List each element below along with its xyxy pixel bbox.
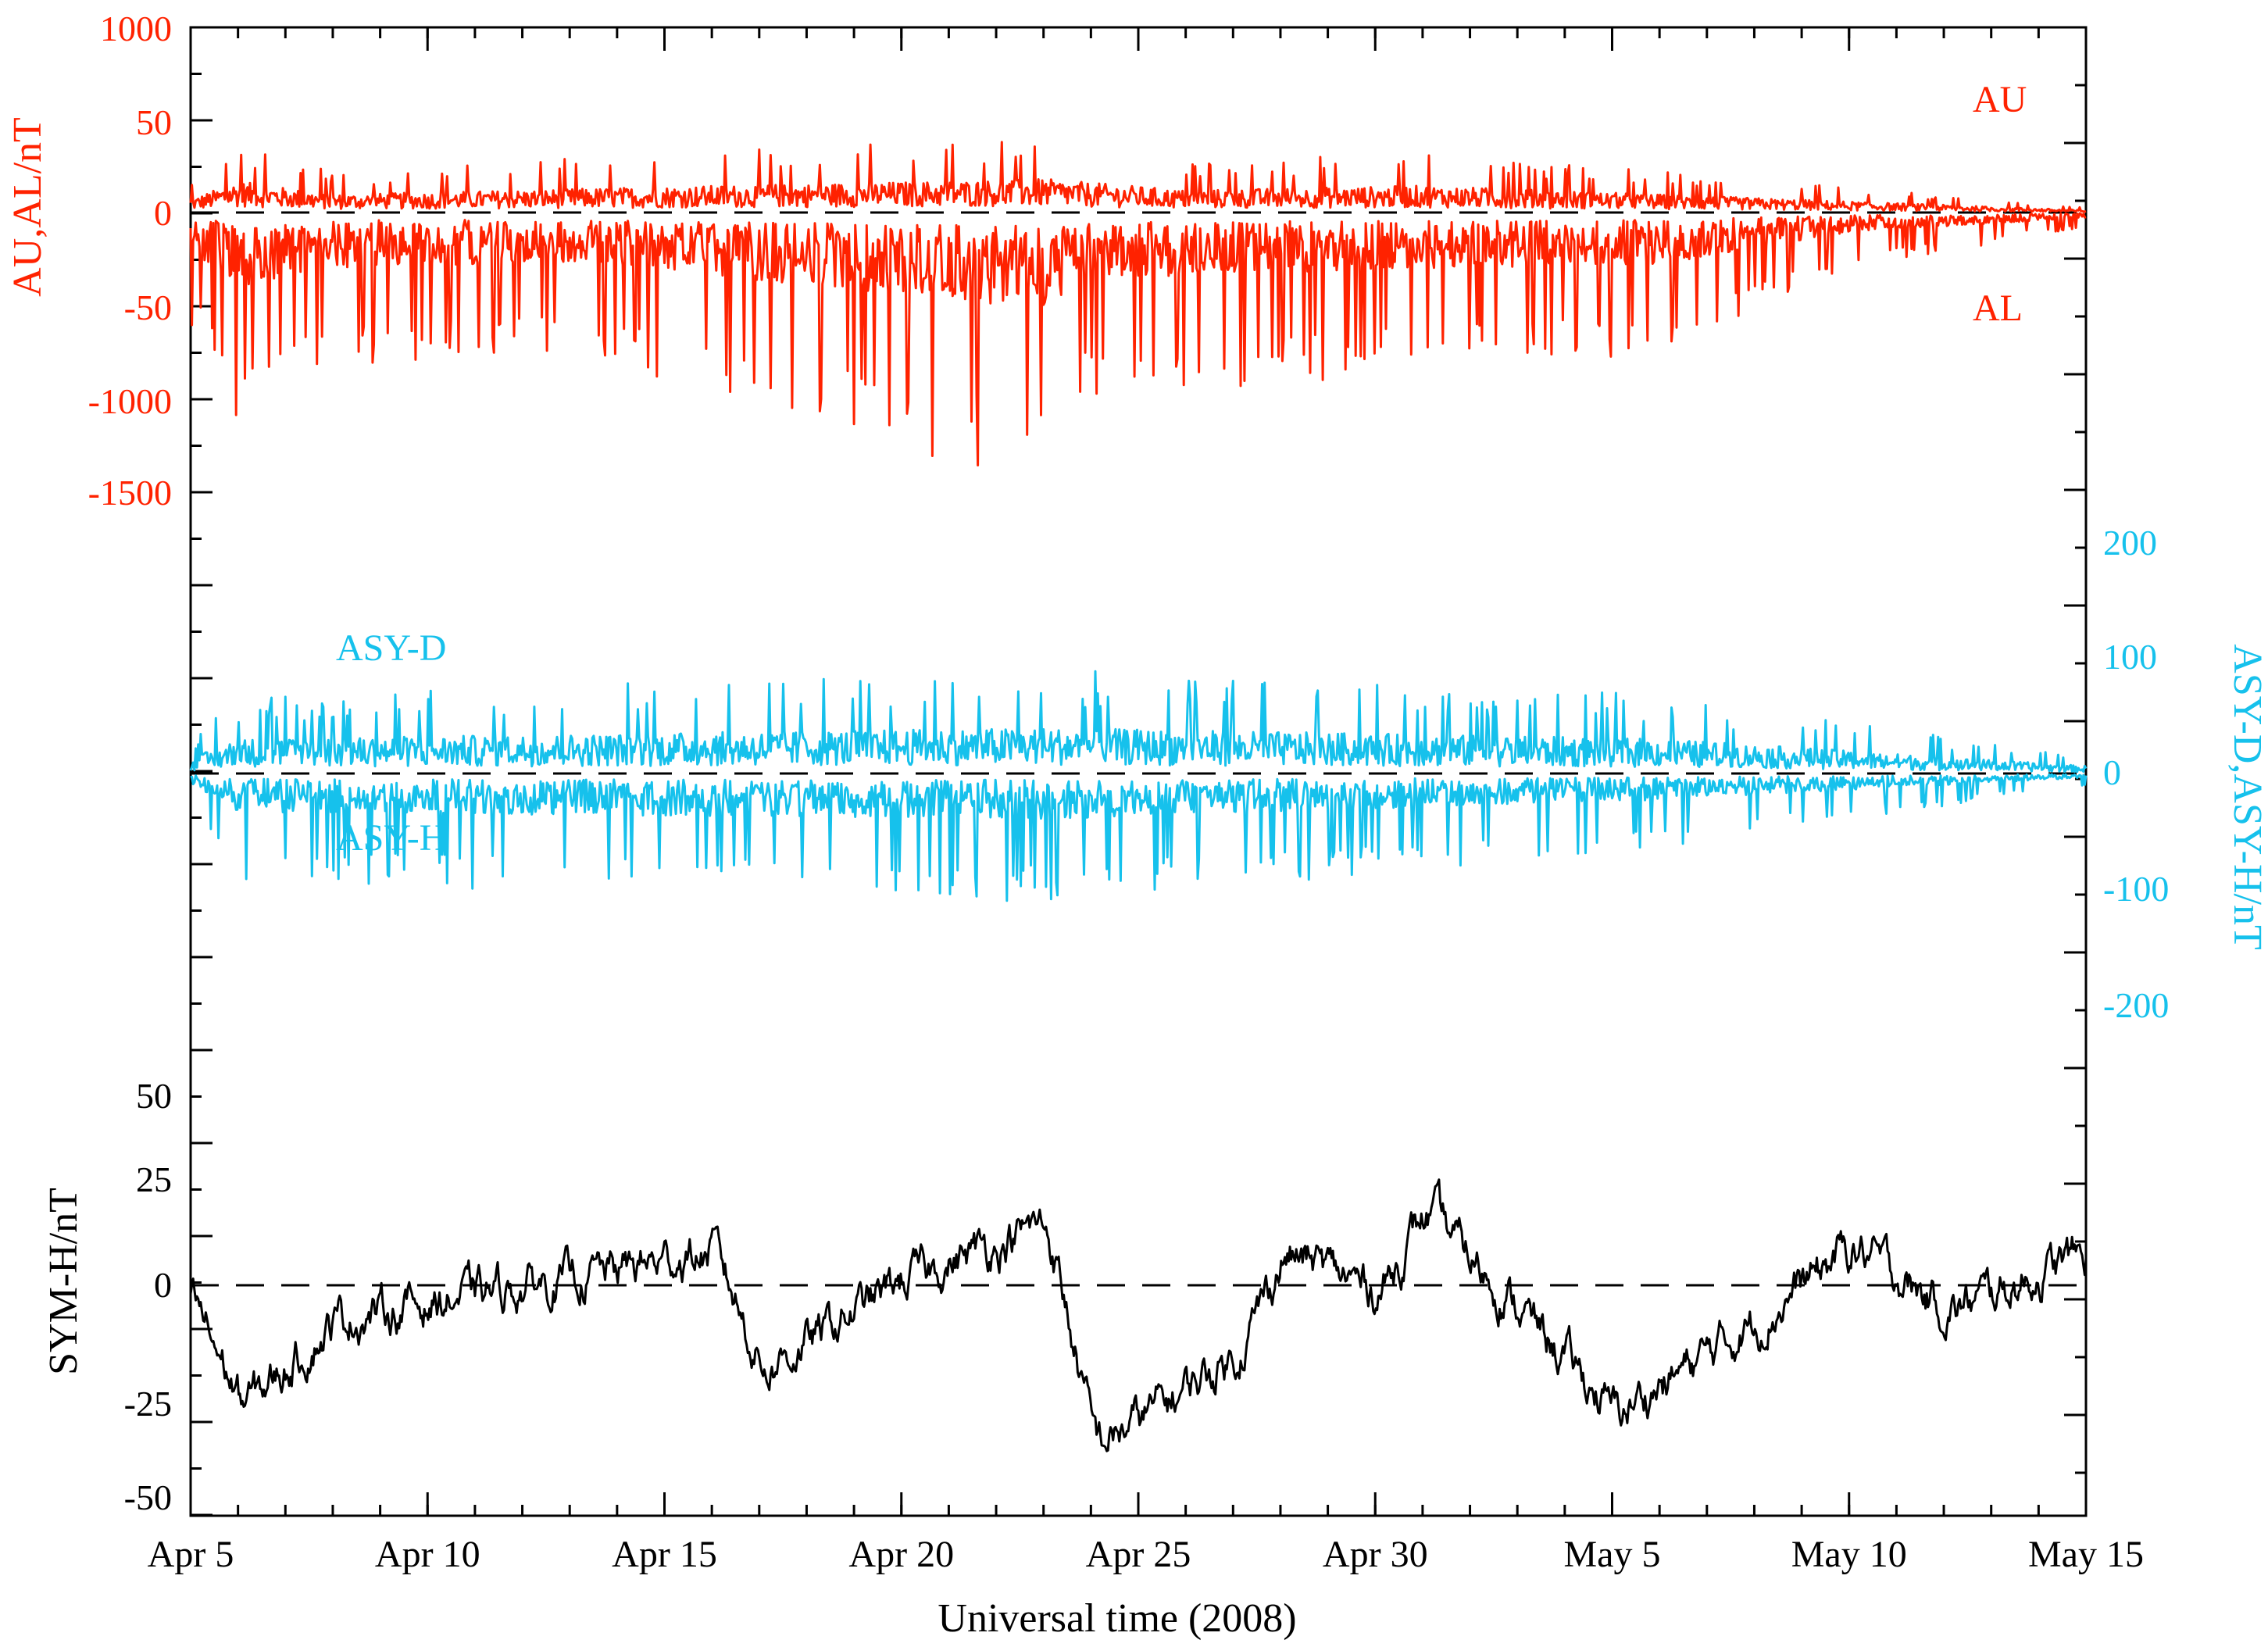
x-axis-label: Universal time (2008) bbox=[938, 1596, 1296, 1641]
ae-ytick-label: 50 bbox=[136, 102, 172, 142]
sym-ytick-labels: 50 25 0 -25 -50 bbox=[124, 1076, 172, 1517]
asy-d-line bbox=[189, 670, 2088, 773]
ae-ylabel: AU,AL/nT bbox=[5, 117, 50, 297]
x-tick-label: May 5 bbox=[1564, 1534, 1661, 1575]
sym-ytick-label: -50 bbox=[124, 1477, 172, 1517]
x-tick-label: Apr 15 bbox=[612, 1534, 717, 1575]
asy-h-series-label: ASY-H bbox=[336, 817, 446, 859]
asy-ytick-label: -100 bbox=[2103, 869, 2169, 909]
ae-ytick-label: -50 bbox=[124, 288, 172, 327]
ae-ytick-label: -1000 bbox=[88, 381, 172, 421]
ae-ytick-label: 0 bbox=[154, 193, 172, 233]
asy-ytick-label: -200 bbox=[2103, 985, 2169, 1025]
sym-ytick-label: -25 bbox=[124, 1384, 172, 1424]
asy-h-line bbox=[190, 773, 2088, 902]
x-tick-label: May 10 bbox=[1791, 1534, 1907, 1575]
sym-ytick-label: 50 bbox=[136, 1076, 172, 1116]
x-tick-label: Apr 25 bbox=[1086, 1534, 1191, 1575]
sym-ytick-label: 0 bbox=[154, 1265, 172, 1305]
sym-ylabel: SYM-H/nT bbox=[41, 1188, 86, 1375]
au-series-label: AU bbox=[1973, 79, 2027, 120]
sym-ytick-label: 25 bbox=[136, 1159, 172, 1199]
asy-ylabel: ASY-D,ASY-H/nT bbox=[2225, 644, 2268, 949]
axis-ticks bbox=[189, 26, 2088, 1517]
asy-ytick-label: 200 bbox=[2103, 523, 2157, 563]
x-tick-label: Apr 30 bbox=[1323, 1534, 1428, 1575]
ae-ytick-labels: 1000 50 0 -50 -1000 -1500 bbox=[88, 9, 172, 513]
asy-d-series-label: ASY-D bbox=[336, 627, 446, 669]
au-line bbox=[189, 141, 2087, 213]
asy-ytick-label: 0 bbox=[2103, 752, 2121, 792]
sym-h-line bbox=[189, 1178, 2088, 1452]
asy-ytick-labels: 200 100 0 -100 -200 bbox=[2103, 523, 2169, 1025]
x-tick-label: Apr 20 bbox=[848, 1534, 954, 1575]
series-lines bbox=[189, 141, 2088, 1452]
asy-ytick-label: 100 bbox=[2103, 637, 2157, 677]
ae-ytick-label: 1000 bbox=[100, 9, 172, 48]
x-tick-label: Apr 5 bbox=[148, 1534, 234, 1575]
x-tick-labels: Apr 5 Apr 10 Apr 15 Apr 20 Apr 25 Apr 30 May 5… bbox=[148, 1534, 2144, 1575]
ae-ytick-label: -1500 bbox=[88, 473, 172, 513]
x-tick-label: Apr 10 bbox=[375, 1534, 480, 1575]
al-series-label: AL bbox=[1973, 288, 2023, 329]
x-tick-label: May 15 bbox=[2028, 1534, 2144, 1575]
al-line bbox=[189, 212, 2087, 466]
